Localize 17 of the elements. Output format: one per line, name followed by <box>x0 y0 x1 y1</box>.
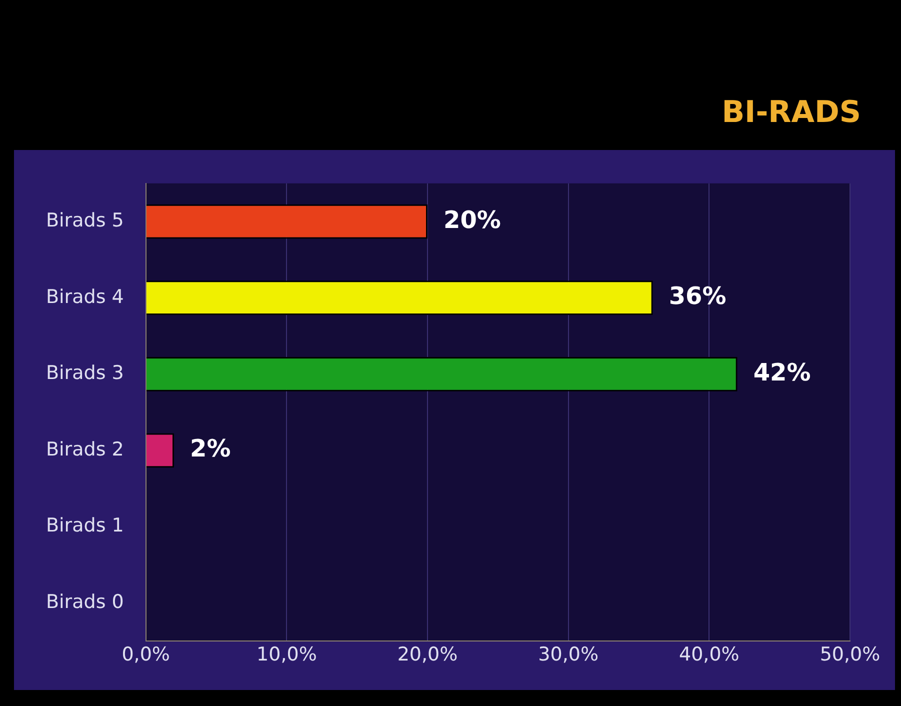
x-tick-label: 50,0% <box>820 644 880 666</box>
data-label: 20% <box>444 206 501 234</box>
x-tick-label: 20,0% <box>397 644 458 666</box>
y-tick-label: Birads 0 <box>46 590 124 613</box>
chart-title: BI-RADS <box>722 95 861 130</box>
data-label: 36% <box>668 282 726 310</box>
y-tick-label: Birads 1 <box>46 514 124 537</box>
x-tick-label: 0,0% <box>122 644 170 666</box>
y-tick-label: Birads 5 <box>46 209 124 232</box>
x-tick-label: 30,0% <box>538 644 599 666</box>
data-label: 42% <box>753 358 811 386</box>
y-tick-label: Birads 3 <box>46 362 124 384</box>
data-label: 2% <box>190 434 231 463</box>
x-tick-label: 40,0% <box>678 644 740 666</box>
y-tick-label: Birads 2 <box>46 438 124 460</box>
y-tick-label: Birads 4 <box>46 286 124 308</box>
x-tick-label: 10,0% <box>256 644 317 666</box>
